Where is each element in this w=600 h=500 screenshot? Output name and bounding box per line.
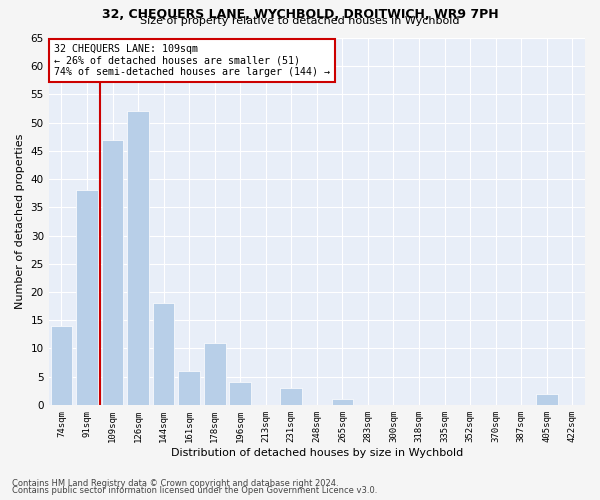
Bar bbox=[229, 382, 251, 405]
Text: Contains public sector information licensed under the Open Government Licence v3: Contains public sector information licen… bbox=[12, 486, 377, 495]
Bar bbox=[178, 371, 200, 405]
Bar bbox=[76, 190, 98, 405]
Text: 32, CHEQUERS LANE, WYCHBOLD, DROITWICH, WR9 7PH: 32, CHEQUERS LANE, WYCHBOLD, DROITWICH, … bbox=[101, 8, 499, 20]
Bar bbox=[127, 112, 149, 405]
Text: 32 CHEQUERS LANE: 109sqm
← 26% of detached houses are smaller (51)
74% of semi-d: 32 CHEQUERS LANE: 109sqm ← 26% of detach… bbox=[54, 44, 330, 76]
Bar bbox=[536, 394, 557, 405]
Bar bbox=[101, 140, 124, 405]
X-axis label: Distribution of detached houses by size in Wychbold: Distribution of detached houses by size … bbox=[171, 448, 463, 458]
Bar bbox=[204, 343, 226, 405]
Y-axis label: Number of detached properties: Number of detached properties bbox=[15, 134, 25, 309]
Bar bbox=[332, 399, 353, 405]
Bar bbox=[153, 303, 175, 405]
Bar bbox=[280, 388, 302, 405]
Text: Contains HM Land Registry data © Crown copyright and database right 2024.: Contains HM Land Registry data © Crown c… bbox=[12, 478, 338, 488]
Bar bbox=[50, 326, 72, 405]
Text: Size of property relative to detached houses in Wychbold: Size of property relative to detached ho… bbox=[140, 16, 460, 26]
